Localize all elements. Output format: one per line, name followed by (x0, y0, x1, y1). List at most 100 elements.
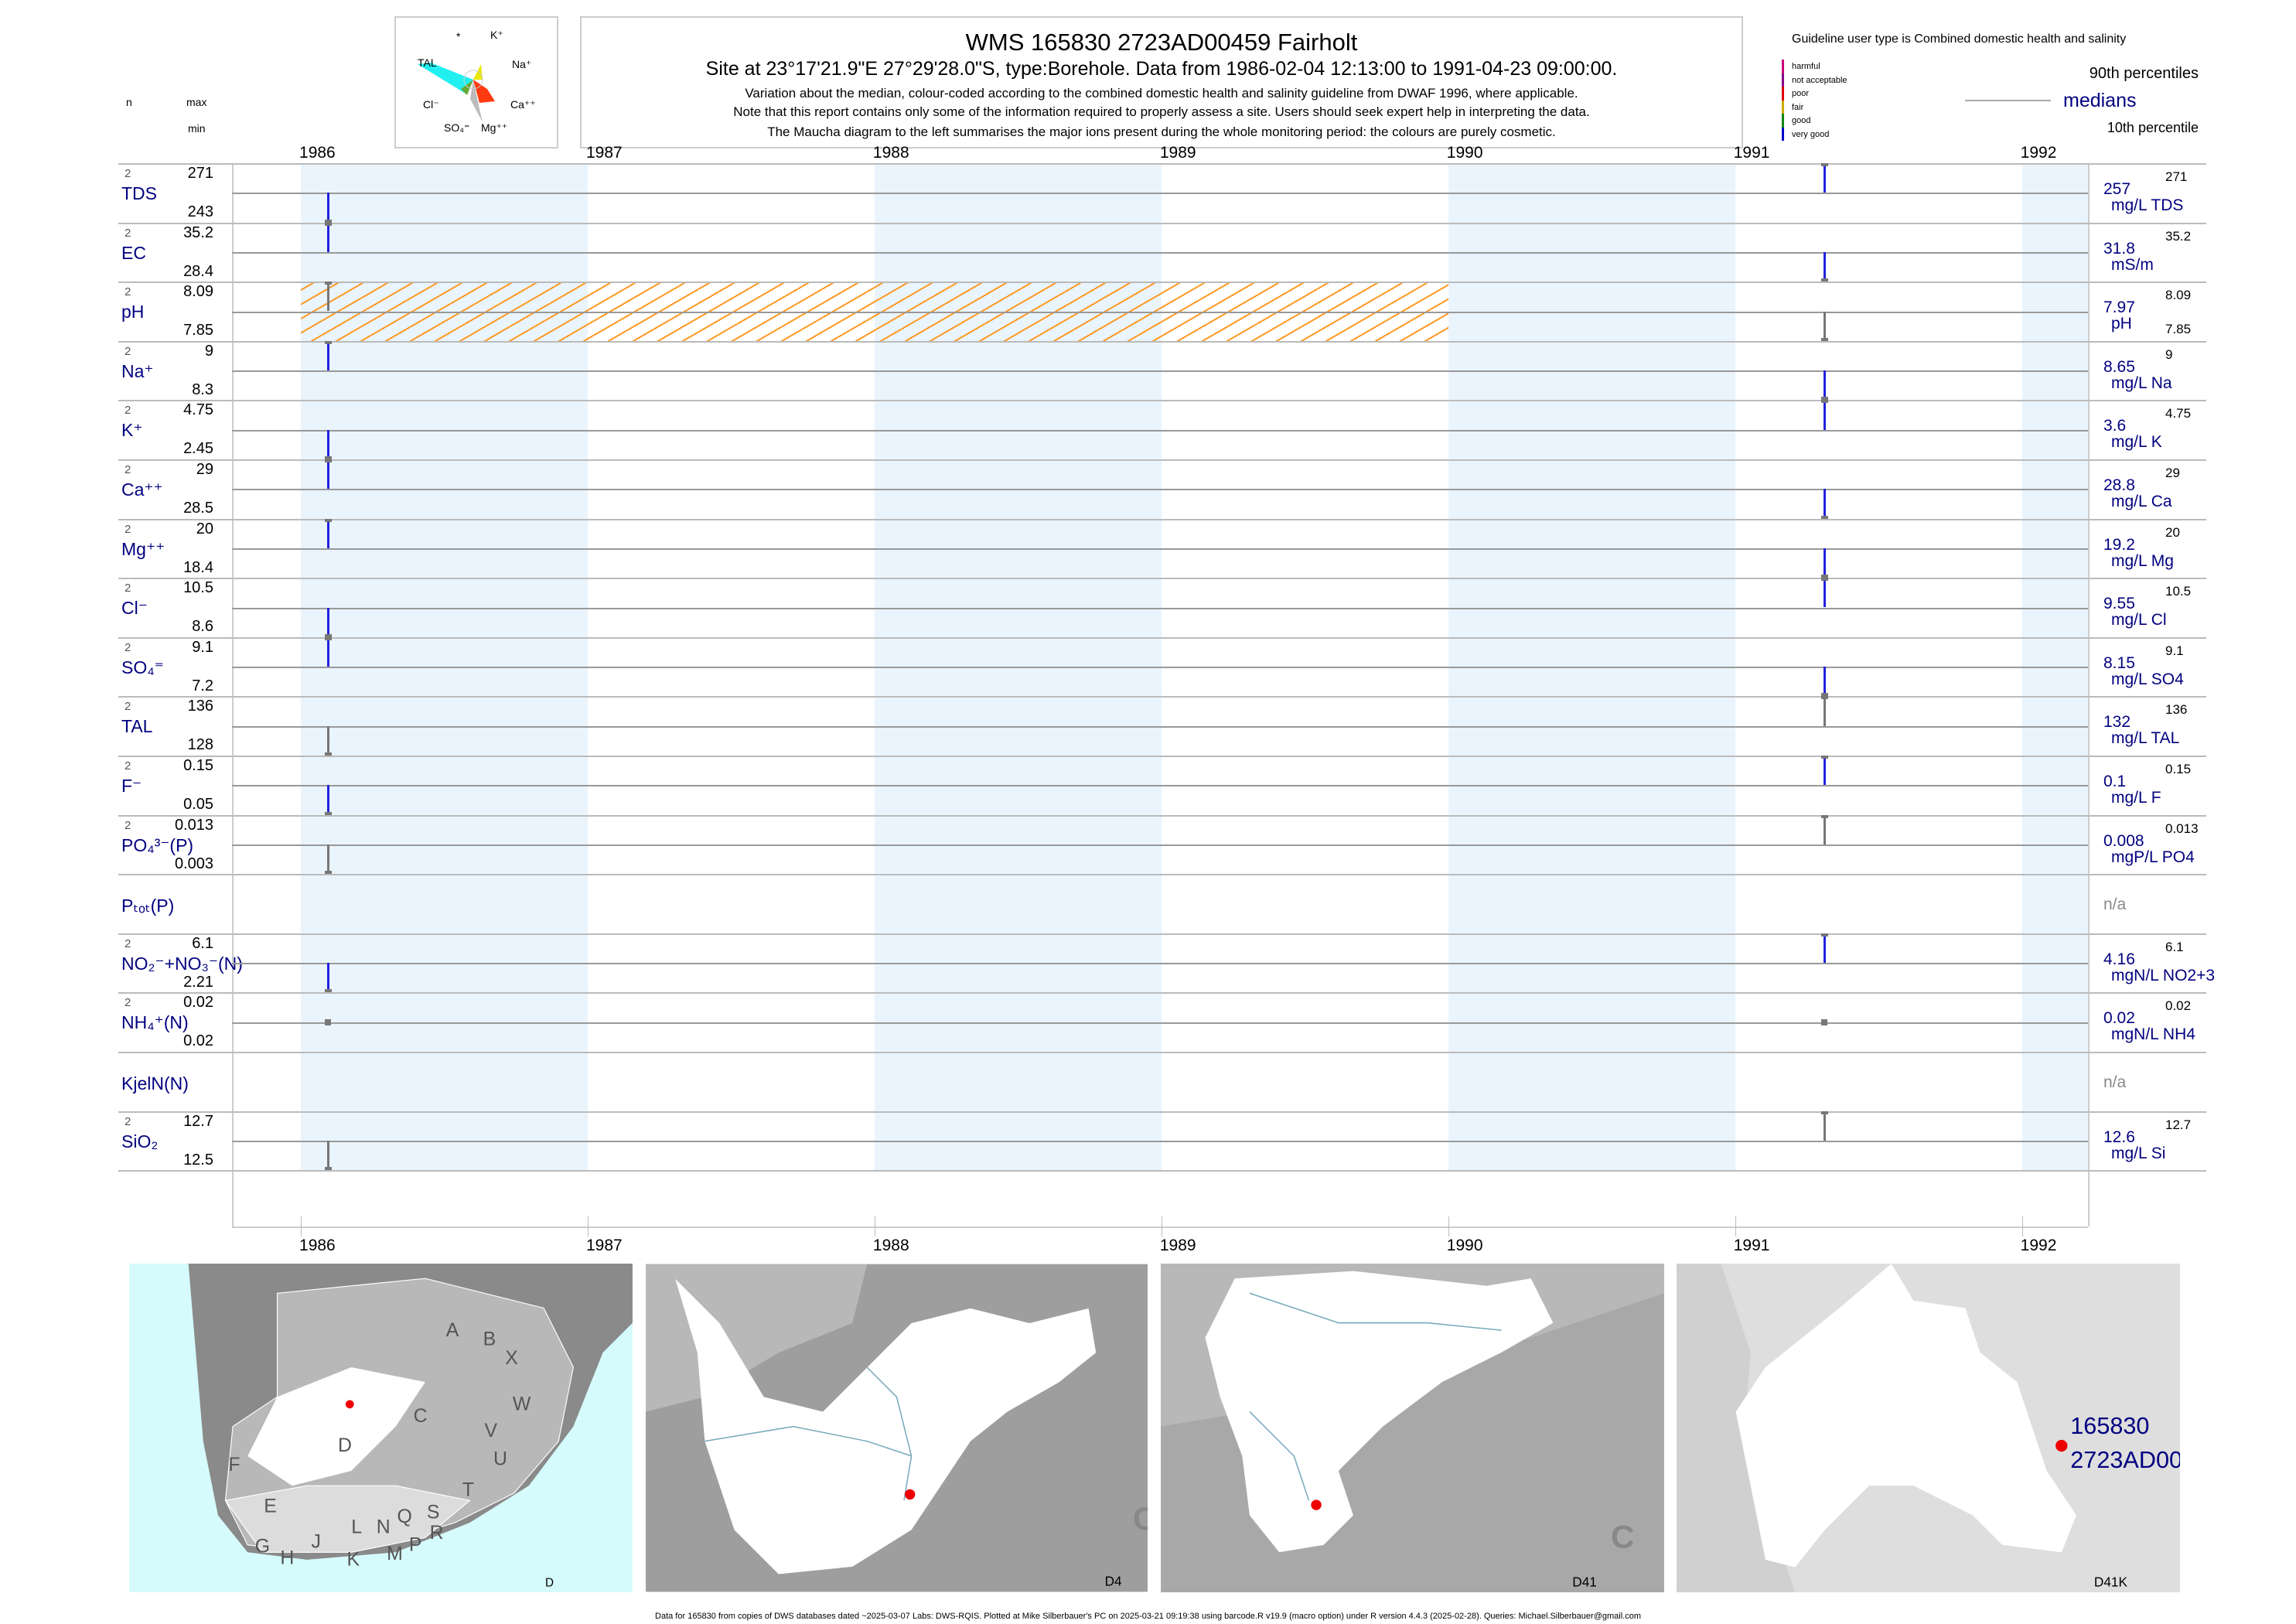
median-line (232, 607, 2088, 609)
sample-cap (325, 1167, 333, 1171)
drainage-region-label: C (414, 1405, 428, 1427)
row-max: 4.75 (183, 401, 213, 419)
row-separator (118, 400, 2206, 402)
p90-label: 90th percentiles (2089, 65, 2199, 82)
sample-cap (1820, 933, 1828, 937)
maucha-diagram: * K⁺ TAL Na⁺ Cl⁻ Ca⁺⁺ SO₄⁼ Mg⁺⁺ (394, 16, 558, 148)
sample-cap (1820, 278, 1828, 282)
x-tick-label-bottom: 1992 (2020, 1237, 2057, 1255)
median-value: 9.55 (2103, 595, 2135, 613)
sample-count: 2 (125, 582, 131, 595)
drainage-region-label: Q (397, 1506, 412, 1527)
row-separator (118, 756, 2206, 757)
sample-count: 2 (125, 167, 131, 180)
site-code-label: 2723AD00459 (2070, 1447, 2180, 1473)
right-max: 10.5 (2165, 584, 2192, 599)
parameter-name: PO₄³⁻(P) (121, 834, 194, 855)
row-min: 128 (187, 736, 213, 754)
medians-label: medians (2063, 90, 2137, 111)
sample-bar (327, 223, 330, 252)
median-value: 28.8 (2103, 476, 2135, 494)
legend-color-swatch (1782, 127, 1784, 141)
x-tick (301, 1216, 302, 1237)
plot-bottom-axis (232, 1227, 2088, 1229)
sample-cap (325, 340, 333, 344)
x-tick-label-bottom: 1986 (299, 1237, 336, 1255)
unit-label: mg/L TAL (2111, 729, 2180, 748)
median-line (232, 193, 2088, 195)
right-max: 12.7 (2165, 1117, 2192, 1132)
site-id-label: 165830 (2070, 1413, 2149, 1439)
row-max: 136 (187, 698, 213, 715)
sample-cap (325, 989, 333, 993)
median-line (232, 429, 2088, 432)
parameter-name: SO₄⁼ (121, 657, 164, 677)
parameter-name: Pₜₒₜ(P) (121, 896, 175, 916)
median-value: 132 (2103, 713, 2131, 732)
sample-cap (325, 222, 333, 226)
unit-label: mg/L F (2111, 789, 2161, 807)
row-min: 7.85 (183, 322, 213, 339)
legend-class-label: harmful (1792, 62, 1820, 71)
median-point (1820, 1018, 1827, 1025)
unit-label: mg/L TDS (2111, 196, 2184, 214)
map-region-label: C (1611, 1519, 1634, 1555)
unit-label: mg/L K (2111, 433, 2162, 452)
sample-bar (1823, 165, 1826, 193)
title-box: WMS 165830 2723AD00459 Fairholt Site at … (580, 16, 1743, 148)
row-min: 8.3 (192, 380, 213, 398)
median-line (232, 963, 2088, 965)
maucha-label: Cl⁻ (423, 98, 439, 111)
unit-label: mgN/L NO2+3 (2111, 966, 2216, 984)
row-min: 28.4 (183, 262, 213, 280)
row-max: 10.5 (183, 579, 213, 597)
sample-cap (325, 811, 333, 815)
sample-cap (325, 456, 333, 459)
parameter-name: EC (121, 242, 146, 263)
sample-bar (327, 638, 330, 667)
median-line (232, 844, 2088, 846)
drainage-region-label: M (387, 1543, 403, 1564)
legend-class-label: very good (1792, 129, 1830, 139)
row-min: 0.05 (183, 796, 213, 813)
drainage-region-label: L (351, 1516, 362, 1537)
legend-color-swatch (1782, 73, 1784, 87)
x-tick (1735, 1216, 1736, 1237)
sample-cap (1820, 693, 1828, 697)
sample-cap (325, 871, 333, 875)
sample-bar (327, 283, 330, 312)
median-line (232, 548, 2088, 550)
x-tick-label-top: 1988 (872, 144, 909, 162)
sample-count: 2 (125, 937, 131, 950)
sample-count: 2 (125, 226, 131, 240)
row-separator (118, 636, 2206, 639)
sample-count: 2 (125, 344, 131, 358)
sample-bar (327, 844, 330, 873)
sample-bar (1823, 251, 1826, 281)
row-separator (118, 222, 2206, 224)
row-separator (118, 1111, 2206, 1113)
drainage-region-label: S (427, 1501, 440, 1523)
unit-label: mg/L Cl (2111, 611, 2167, 629)
row-separator (118, 874, 2206, 876)
sample-cap (325, 219, 333, 223)
site-marker (2055, 1439, 2068, 1452)
drainage-region-label: U (493, 1448, 507, 1469)
parameter-name: pH (121, 302, 145, 322)
sample-bar (327, 963, 330, 991)
sample-bar (327, 520, 330, 548)
median-value: 4.16 (2103, 950, 2135, 968)
sample-bar (327, 607, 330, 636)
unit-label: mg/L SO4 (2111, 670, 2184, 688)
median-value: n/a (2103, 896, 2127, 914)
row-min: 2.45 (183, 440, 213, 458)
median-value: 8.65 (2103, 357, 2135, 376)
row-separator (118, 1170, 2206, 1172)
parameter-name: Mg⁺⁺ (121, 538, 165, 559)
sample-bar (327, 1140, 330, 1169)
drainage-region-label: A (446, 1319, 459, 1341)
sample-bar (1823, 311, 1826, 339)
row-separator (118, 281, 2206, 284)
row-max: 271 (187, 165, 213, 182)
row-min: 28.5 (183, 500, 213, 517)
